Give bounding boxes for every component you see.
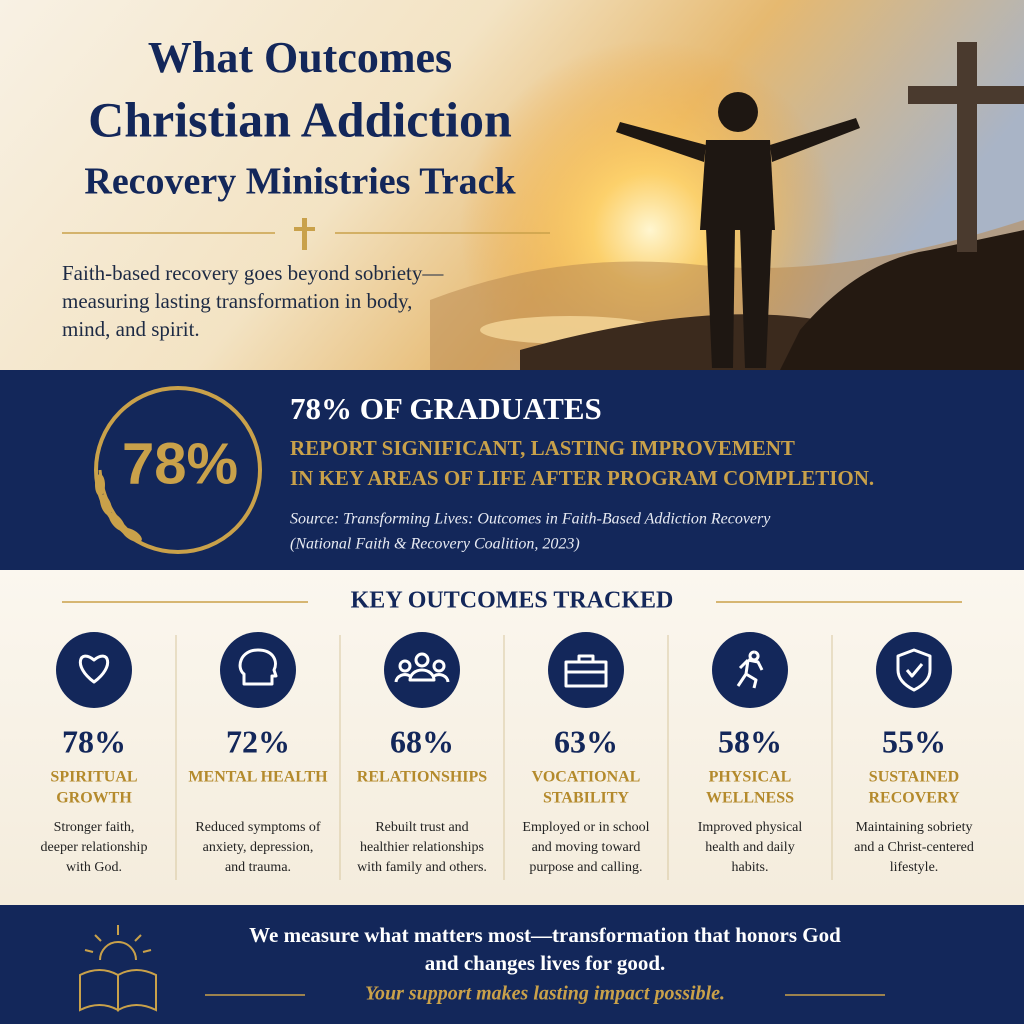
title-line: Recovery Ministries Track — [84, 161, 516, 203]
outcome-description: Rebuilt trust and — [375, 820, 468, 835]
section-title: KEY OUTCOMES TRACKED — [351, 588, 674, 614]
outcome-description: anxiety, depression, — [203, 840, 314, 855]
footer-message: and changes lives for good. — [425, 951, 666, 975]
outcome-percent: 72% — [226, 723, 290, 759]
subtitle-line: Faith-based recovery goes beyond sobriet… — [62, 261, 444, 285]
outcomes-background — [0, 570, 1024, 905]
outcome-percent: 55% — [882, 723, 946, 759]
outcome-description: Employed or in school — [522, 820, 649, 835]
outcome-description: deeper relationship — [41, 840, 148, 855]
outcome-percent: 58% — [718, 723, 782, 759]
outcome-description: with God. — [66, 860, 122, 875]
title-line: What Outcomes — [148, 33, 452, 82]
gold-cross — [294, 218, 315, 250]
icon-circle — [548, 632, 624, 708]
outcome-description: with family and others. — [357, 860, 487, 875]
outcome-description: Reduced symptoms of — [195, 820, 321, 835]
icon — [896, 648, 932, 692]
outcome-description: Improved physical — [698, 820, 803, 835]
icon — [238, 648, 278, 686]
badge-value: 78% — [122, 431, 238, 496]
icon-circle — [712, 632, 788, 708]
highlight-band — [0, 370, 1024, 570]
title-line: Christian Addiction — [88, 91, 512, 147]
footer-band — [0, 905, 1024, 1024]
outcome-label: SPIRITUAL — [50, 769, 137, 786]
outcome-label: SUSTAINED — [869, 769, 959, 786]
footer-message: We measure what matters most—transformat… — [249, 923, 841, 947]
outcome-label: VOCATIONAL — [532, 769, 641, 786]
outcome-description: habits. — [732, 860, 769, 875]
icon-circle — [56, 632, 132, 708]
icon — [78, 654, 110, 684]
outcome-label: RELATIONSHIPS — [357, 769, 488, 786]
outcome-description: and moving toward — [532, 840, 641, 855]
outcome-label: MENTAL HEALTH — [188, 769, 328, 786]
book-icon — [79, 925, 157, 1012]
outcome-label: STABILITY — [543, 790, 629, 807]
outcome-label: GROWTH — [56, 790, 132, 807]
outcome-label: WELLNESS — [706, 790, 794, 807]
outcome-description: and a Christ-centered — [854, 840, 974, 855]
outcome-description: health and daily — [705, 840, 794, 855]
detail-line: REPORT SIGNIFICANT, LASTING IMPROVEMENT — [290, 436, 795, 460]
badge-ring — [94, 386, 262, 554]
headline: 78% OF GRADUATES — [290, 391, 602, 426]
subtitle-line: mind, and spirit. — [62, 317, 200, 341]
person-silhouette — [616, 92, 860, 368]
outcome-description: Stronger faith, — [54, 820, 135, 835]
icon — [564, 654, 608, 688]
icon — [736, 650, 764, 689]
outcome-label: PHYSICAL — [709, 769, 792, 786]
outcome-description: lifestyle. — [890, 860, 939, 875]
footer-tagline: Your support makes lasting impact possib… — [365, 983, 725, 1005]
outcome-percent: 78% — [62, 723, 126, 759]
dividers — [62, 232, 962, 996]
peak — [780, 230, 1024, 370]
outcome-description: healthier relationships — [360, 840, 484, 855]
outcome-description: and trauma. — [225, 860, 291, 875]
icon-circle — [876, 632, 952, 708]
outcome-label: RECOVERY — [869, 790, 960, 807]
outcome-percent: 68% — [390, 723, 454, 759]
source-line: Source: Transforming Lives: Outcomes in … — [290, 511, 771, 528]
outcome-percent: 63% — [554, 723, 618, 759]
detail-line: IN KEY AREAS OF LIFE AFTER PROGRAM COMPL… — [290, 466, 874, 490]
source-line: (National Faith & Recovery Coalition, 20… — [290, 536, 580, 553]
icon — [394, 652, 450, 683]
icon-circle — [220, 632, 296, 708]
laurel — [95, 469, 142, 542]
outcome-description: purpose and calling. — [529, 860, 642, 875]
outcome-description: Maintaining sobriety — [855, 820, 972, 835]
subtitle-line: measuring lasting transformation in body… — [62, 289, 412, 313]
cross — [908, 42, 1024, 252]
